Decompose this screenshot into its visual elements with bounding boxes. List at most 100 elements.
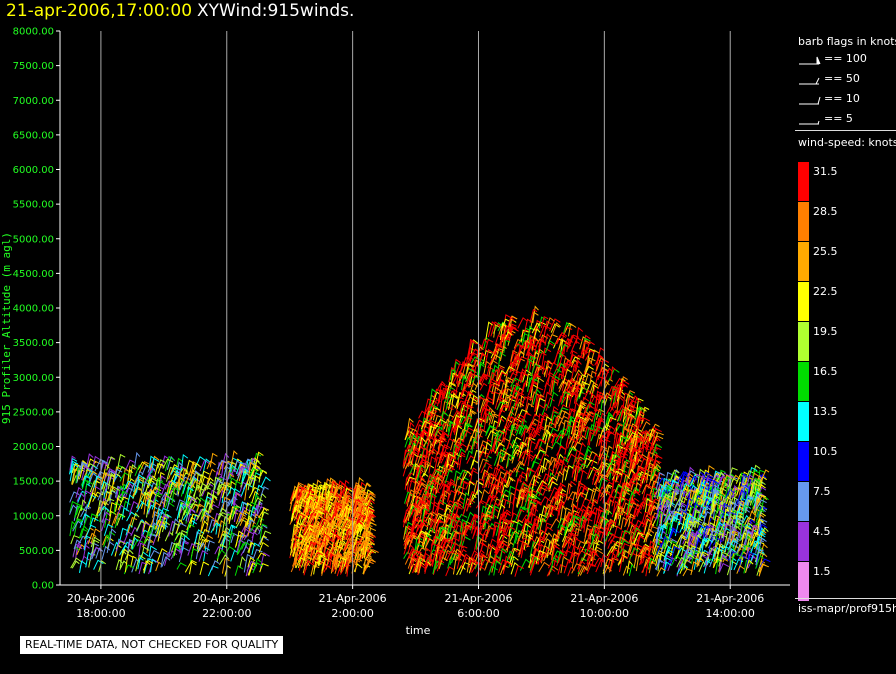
wind-barb — [164, 513, 172, 530]
wind-barb — [80, 513, 90, 526]
wind-barb — [230, 532, 239, 544]
wind-barb — [423, 479, 435, 493]
wind-barb — [206, 468, 216, 484]
wind-barb — [245, 502, 253, 515]
colorbar-label: 10.5 — [813, 445, 838, 458]
wind-barb — [702, 489, 713, 507]
wind-barb — [480, 461, 492, 474]
wind-barb — [516, 508, 525, 522]
wind-barb — [150, 558, 157, 573]
wind-barb — [479, 382, 488, 391]
wind-barb — [107, 472, 115, 490]
wind-barb — [536, 513, 546, 530]
wind-barb — [233, 458, 242, 471]
wind-barb — [511, 436, 522, 449]
wind-barb — [147, 475, 157, 489]
wind-barb — [535, 366, 547, 378]
wind-barb — [667, 540, 678, 552]
wind-barb — [547, 508, 559, 518]
colorbar-swatch — [798, 482, 809, 521]
wind-barb — [403, 551, 413, 560]
wind-barb — [199, 561, 210, 576]
wind-barb — [520, 329, 529, 343]
wind-barb — [683, 553, 695, 566]
wind-barb — [635, 397, 644, 417]
wind-barb — [558, 338, 567, 350]
wind-barb — [136, 520, 146, 531]
wind-barb — [142, 520, 150, 533]
wind-barb — [539, 505, 548, 523]
wind-barb — [253, 558, 262, 570]
wind-barb — [74, 545, 83, 562]
wind-barb — [527, 342, 537, 352]
wind-barb — [429, 485, 437, 497]
wind-barb — [578, 380, 587, 397]
wind-barb — [729, 552, 741, 565]
wind-barb — [593, 508, 603, 525]
wind-barb — [665, 486, 672, 503]
wind-barb — [189, 480, 201, 490]
wind-barb — [622, 412, 633, 422]
wind-barb — [304, 508, 314, 526]
wind-barb — [304, 484, 316, 499]
wind-barb — [306, 488, 314, 499]
wind-barb — [546, 567, 556, 577]
wind-barb — [537, 445, 545, 460]
y-tick-label: 6000.00 — [13, 165, 54, 176]
wind-barb — [173, 542, 183, 557]
wind-barb — [547, 333, 558, 344]
wind-barb — [164, 455, 175, 472]
wind-barb — [509, 547, 520, 563]
wind-barb — [202, 458, 211, 476]
wind-barb — [519, 537, 530, 555]
wind-barb — [560, 366, 567, 379]
wind-barb — [563, 424, 573, 437]
wind-barb — [585, 426, 594, 439]
wind-barb — [545, 396, 555, 411]
wind-barb — [82, 544, 90, 559]
wind-barb — [478, 352, 487, 364]
wind-barb — [702, 525, 712, 539]
wind-barb — [168, 469, 178, 480]
wind-barb — [556, 526, 566, 543]
wind-barb — [562, 368, 572, 384]
wind-barb — [600, 462, 611, 475]
wind-barb — [360, 491, 370, 504]
wind-barb — [366, 520, 376, 533]
wind-barb — [494, 466, 506, 479]
wind-barb — [690, 561, 700, 576]
wind-barb — [170, 473, 180, 483]
wind-barb — [635, 416, 645, 430]
wind-barb — [291, 540, 302, 554]
wind-barb — [570, 504, 578, 521]
wind-barb — [646, 507, 655, 515]
wind-barb — [648, 557, 656, 570]
wind-barb — [429, 517, 438, 530]
wind-barb — [749, 552, 759, 564]
wind-barb — [521, 489, 531, 498]
wind-barb — [236, 465, 246, 477]
wind-barb — [445, 515, 455, 524]
wind-barb — [200, 486, 211, 497]
wind-barb — [410, 523, 420, 535]
wind-barb — [732, 536, 741, 549]
wind-barb — [100, 480, 108, 491]
wind-barb — [138, 491, 150, 504]
wind-barb — [504, 476, 514, 488]
wind-barb — [332, 513, 341, 530]
wind-barb — [253, 493, 260, 512]
wind-barb — [605, 416, 617, 431]
wind-barb — [321, 481, 330, 501]
wind-barb — [429, 388, 437, 404]
wind-barb — [562, 379, 573, 394]
wind-barb — [545, 432, 555, 450]
wind-barb — [524, 318, 532, 333]
wind-barb — [502, 560, 512, 575]
wind-barb — [512, 413, 525, 425]
wind-barb — [333, 485, 343, 498]
wind-barb — [718, 562, 730, 573]
wind-barb — [521, 489, 531, 507]
wind-barb — [134, 451, 141, 468]
wind-barb — [420, 493, 430, 507]
wind-barb — [568, 322, 577, 337]
